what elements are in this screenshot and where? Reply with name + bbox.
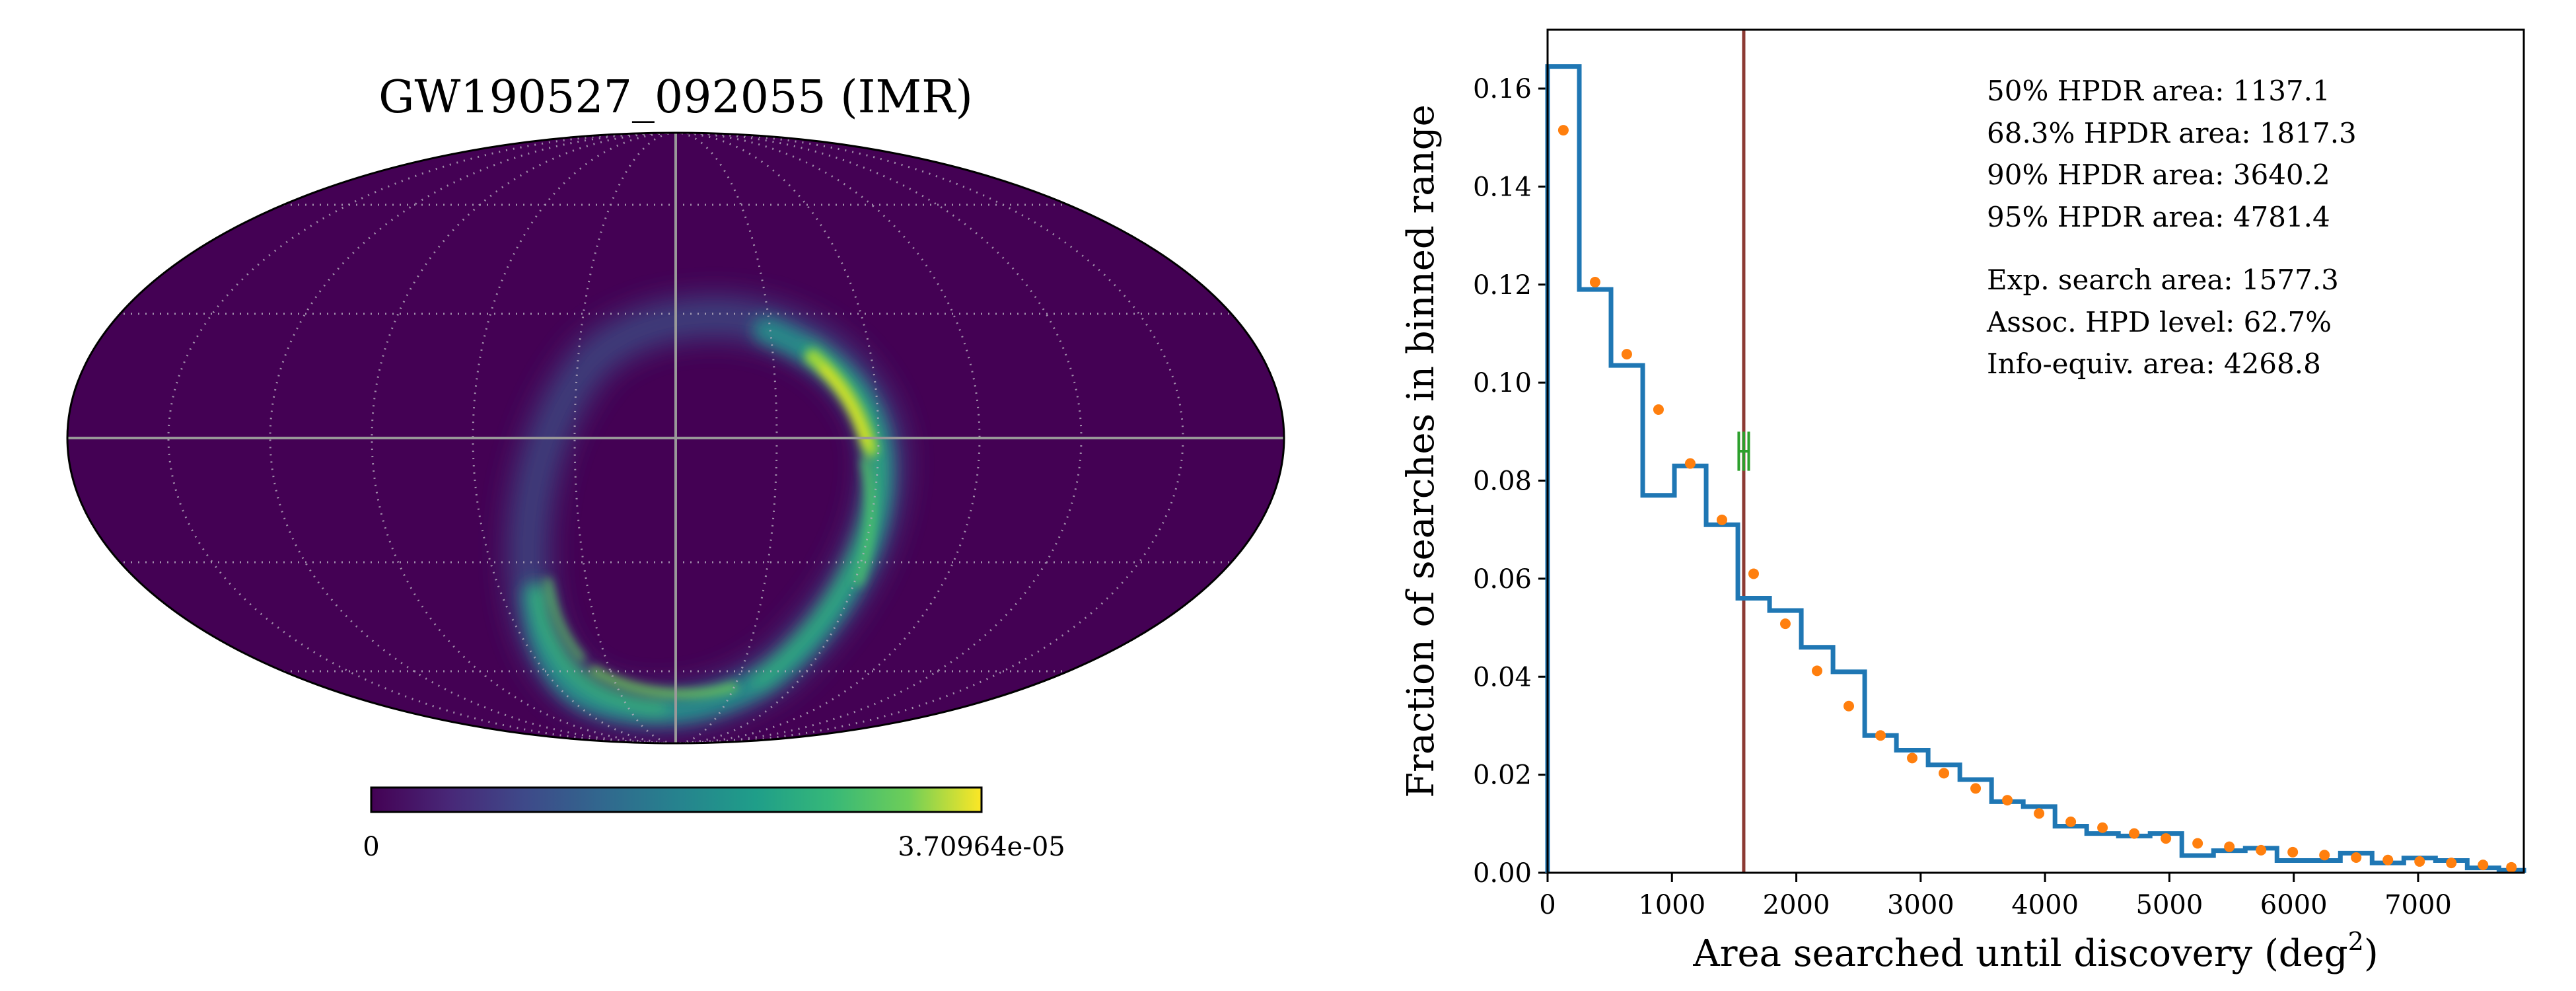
- stat-hpdr-90: 90% HPDR area: 3640.2: [1987, 159, 2330, 191]
- plot-frame: [1546, 28, 2525, 874]
- x-tick-label: 5000: [2136, 890, 2203, 920]
- stat-exp-search-area: Exp. search area: 1577.3: [1987, 264, 2339, 296]
- x-tick-label: 1000: [1638, 890, 1705, 920]
- stat-assoc-hpd-level: Assoc. HPD level: 62.7%: [1986, 306, 2332, 338]
- data-point: [1716, 514, 1727, 525]
- skymap-panel: GW190527_092055 (IMR): [66, 71, 1285, 862]
- x-tick-label: 2000: [1763, 890, 1830, 920]
- data-point: [1939, 768, 1950, 779]
- skymap-outline: [66, 131, 1285, 745]
- data-point: [2506, 862, 2517, 873]
- y-tick-label: 0.16: [1473, 74, 1532, 104]
- data-point: [1653, 404, 1664, 415]
- x-tick-label: 6000: [2260, 890, 2328, 920]
- statistics-text: 50% HPDR area: 1137.1 68.3% HPDR area: 1…: [1986, 75, 2357, 380]
- y-tick-label: 0.08: [1473, 466, 1532, 497]
- data-point: [1748, 568, 1759, 579]
- data-point: [1557, 125, 1569, 136]
- data-point: [1589, 277, 1600, 288]
- data-point: [1684, 458, 1696, 469]
- y-tick-label: 0.04: [1473, 662, 1532, 692]
- errorbar: [1737, 431, 1750, 471]
- data-point: [1843, 700, 1855, 712]
- data-point: [1621, 349, 1632, 360]
- histogram-panel: 0.00 0.02 0.04 0.06 0.08 0.10 0.12 0.14 0.16 0 10…: [1400, 28, 2526, 975]
- stat-hpdr-50: 50% HPDR area: 1137.1: [1987, 75, 2330, 107]
- y-axis-label: Fraction of searches in binned range: [1400, 104, 1443, 797]
- data-point: [2351, 852, 2362, 863]
- data-point: [2224, 841, 2235, 852]
- data-point: [1970, 783, 1982, 794]
- y-tick-label: 0.12: [1473, 270, 1532, 301]
- data-point: [2319, 850, 2330, 861]
- data-point: [1907, 752, 1918, 764]
- data-point: [1875, 730, 1886, 741]
- data-point: [2161, 833, 2172, 844]
- x-tick-label: 0: [1539, 890, 1556, 920]
- histogram-step: [1545, 64, 2526, 873]
- y-tick-label: 0.06: [1473, 564, 1532, 595]
- data-point: [2414, 856, 2425, 867]
- stat-hpdr-68: 68.3% HPDR area: 1817.3: [1987, 117, 2357, 149]
- stat-hpdr-95: 95% HPDR area: 4781.4: [1987, 201, 2330, 233]
- skymap-title: GW190527_092055 (IMR): [378, 71, 973, 124]
- data-point: [2097, 822, 2108, 833]
- reference-points: [1557, 125, 2517, 873]
- data-point: [2287, 846, 2299, 858]
- data-point: [2478, 860, 2489, 871]
- x-tick-label: 4000: [2011, 890, 2079, 920]
- data-point: [2382, 854, 2394, 865]
- colorbar-max-label: 3.70964e-05: [898, 832, 1065, 862]
- data-point: [2192, 838, 2203, 849]
- data-point: [2065, 816, 2077, 827]
- data-point: [1779, 618, 1791, 630]
- stat-info-equiv-area: Info-equiv. area: 4268.8: [1987, 348, 2321, 380]
- x-axis: 0 1000 2000 3000 4000 5000 6000 7000: [1539, 873, 2452, 920]
- colorbar-min-label: 0: [363, 832, 379, 862]
- y-tick-label: 0.14: [1473, 172, 1532, 202]
- data-point: [1812, 665, 1823, 677]
- data-point: [2256, 844, 2267, 856]
- y-tick-label: 0.10: [1473, 368, 1532, 398]
- y-tick-label: 0.00: [1473, 858, 1532, 889]
- data-point: [2129, 828, 2140, 839]
- y-axis: 0.00 0.02 0.04 0.06 0.08 0.10 0.12 0.14 0.16: [1473, 74, 1548, 889]
- data-point: [2002, 795, 2013, 806]
- x-tick-label: 3000: [1887, 890, 1954, 920]
- data-point: [2446, 858, 2457, 869]
- y-tick-label: 0.02: [1473, 760, 1532, 791]
- data-point: [2034, 808, 2045, 819]
- probability-ring: [67, 133, 1284, 743]
- colorbar: [370, 786, 983, 813]
- x-tick-label: 7000: [2384, 890, 2452, 920]
- x-axis-label: Area searched until discovery (deg2): [1692, 927, 2378, 975]
